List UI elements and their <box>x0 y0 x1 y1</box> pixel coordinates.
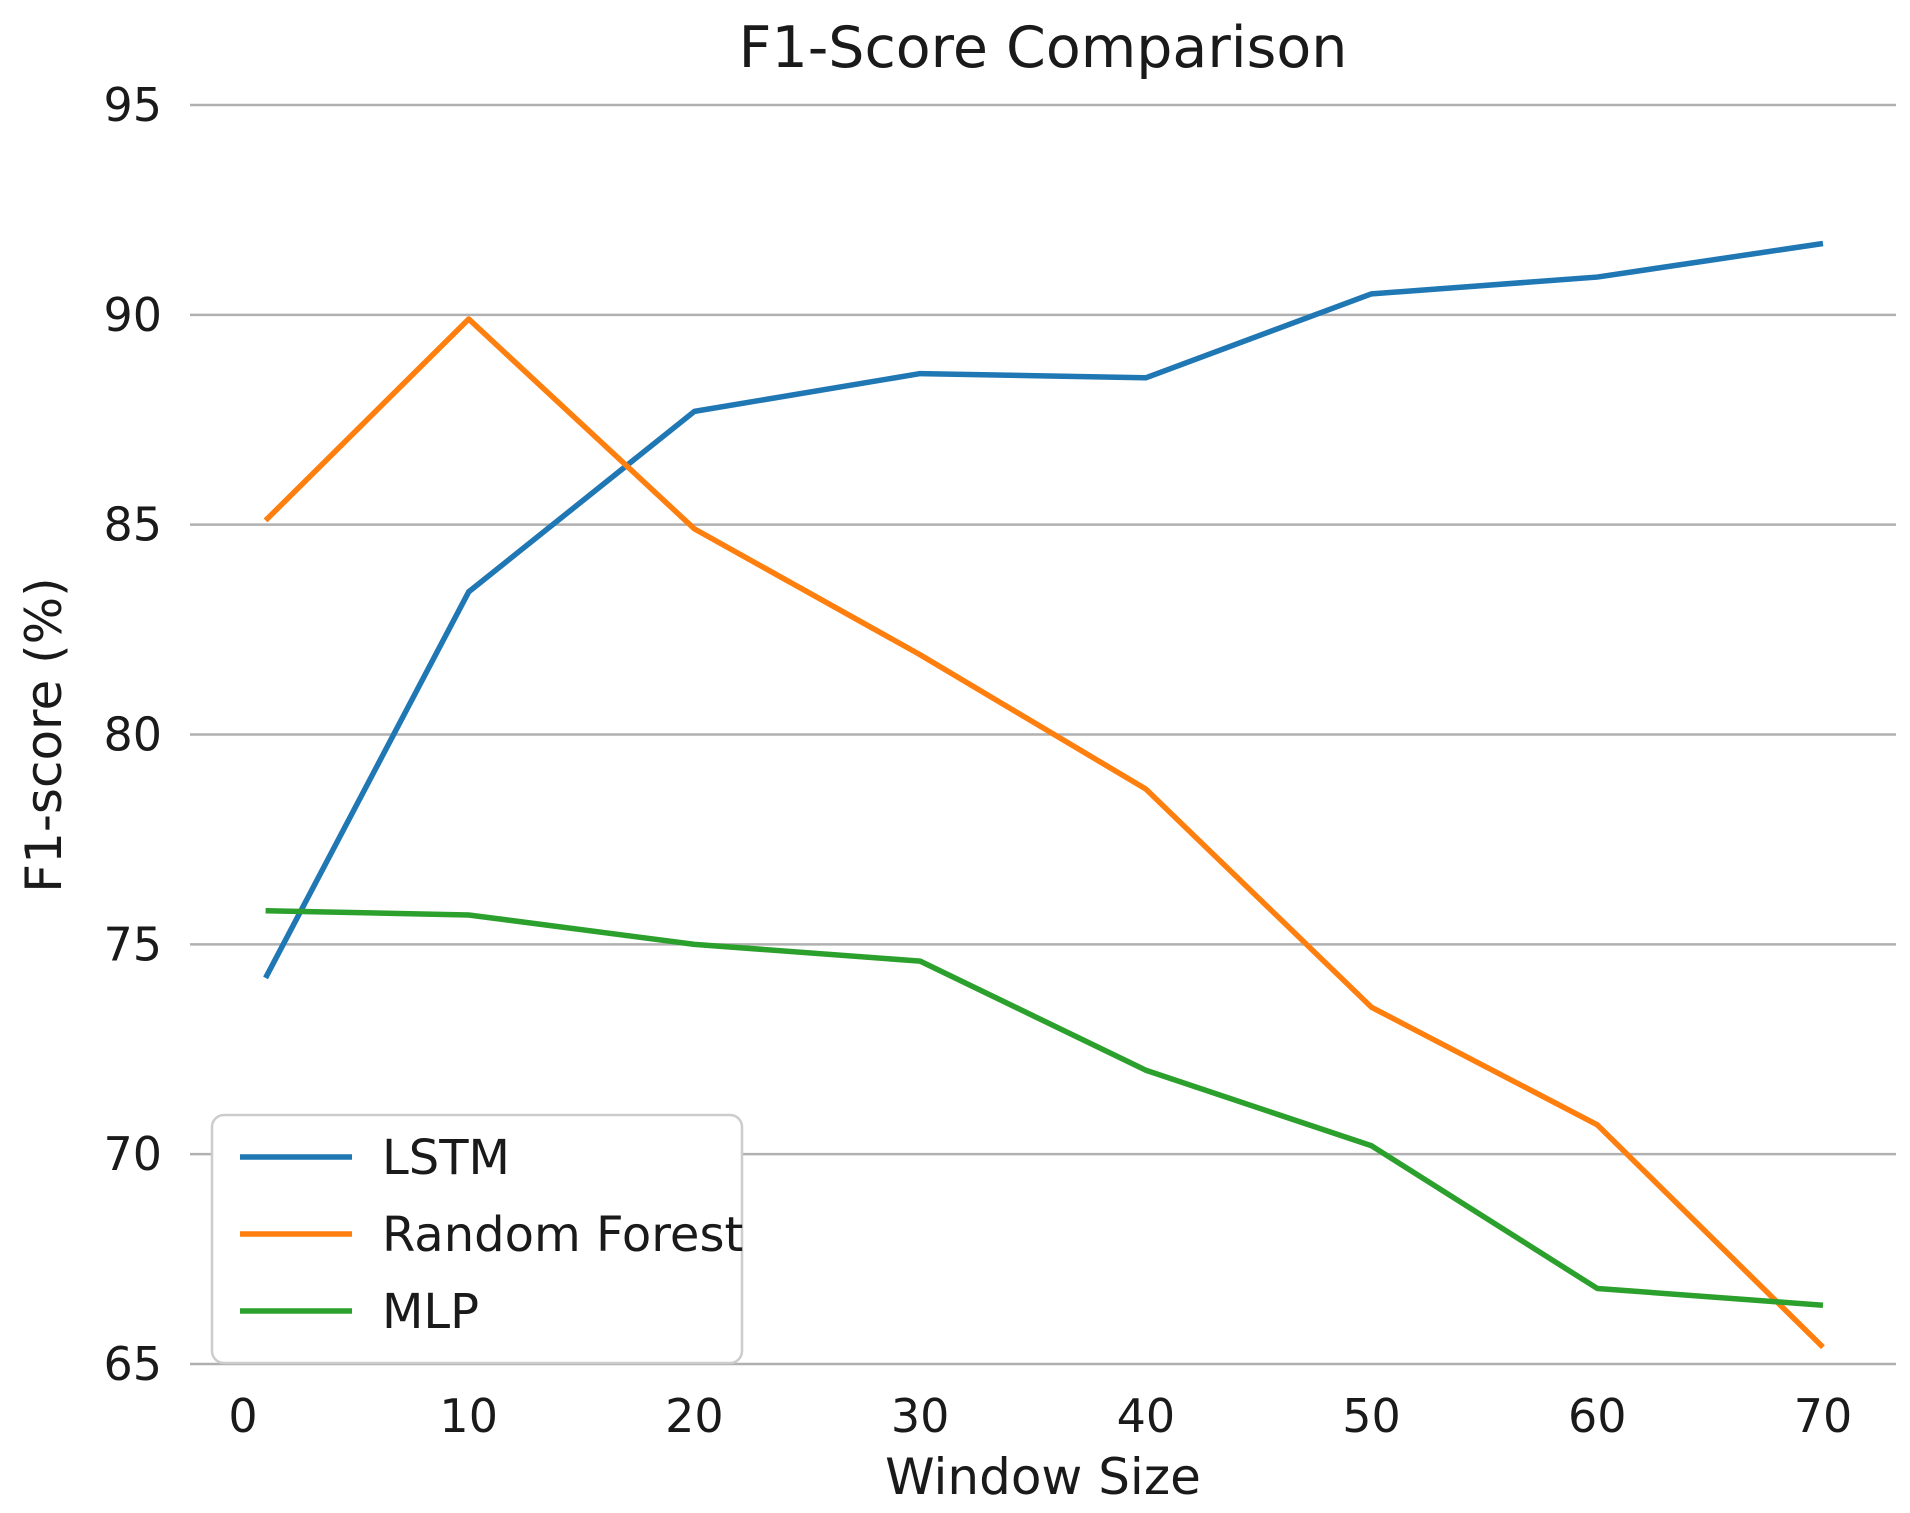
y-tick-label-85: 85 <box>103 498 162 552</box>
y-tick-label-75: 75 <box>103 917 162 971</box>
series-line-lstm <box>263 240 1824 980</box>
x-axis-label: Window Size <box>885 1448 1201 1506</box>
legend-label-random-forest: Random Forest <box>382 1207 743 1263</box>
legend-box <box>210 1113 744 1365</box>
x-tick-label-30: 30 <box>891 1389 950 1443</box>
legend-item-mlp: MLP <box>240 1284 479 1340</box>
x-tick-label-60: 60 <box>1568 1389 1627 1443</box>
legend: LSTM Random Forest MLP <box>210 1113 744 1365</box>
y-tick-label-90: 90 <box>103 288 162 342</box>
series-line-random-forest <box>263 316 1825 1350</box>
y-tick-label-80: 80 <box>103 708 162 762</box>
y-axis-label: F1-score (%) <box>15 577 73 893</box>
x-tick-label-50: 50 <box>1342 1389 1401 1443</box>
legend-label-lstm: LSTM <box>382 1130 510 1186</box>
legend-item-lstm: LSTM <box>240 1130 510 1186</box>
x-tick-label-20: 20 <box>665 1389 724 1443</box>
legend-item-random-forest: Random Forest <box>240 1207 743 1263</box>
y-tick-label-95: 95 <box>103 78 162 132</box>
x-tick-label-0: 0 <box>228 1389 257 1443</box>
x-tick-label-40: 40 <box>1117 1389 1176 1443</box>
series-line-mlp <box>265 908 1824 1308</box>
y-tick-label-65: 65 <box>103 1337 162 1391</box>
x-tick-label-70: 70 <box>1794 1389 1853 1443</box>
x-tick-label-10: 10 <box>439 1389 498 1443</box>
legend-label-mlp: MLP <box>382 1284 479 1340</box>
chart-title: F1-Score Comparison <box>738 15 1348 81</box>
y-tick-label-70: 70 <box>103 1127 162 1181</box>
